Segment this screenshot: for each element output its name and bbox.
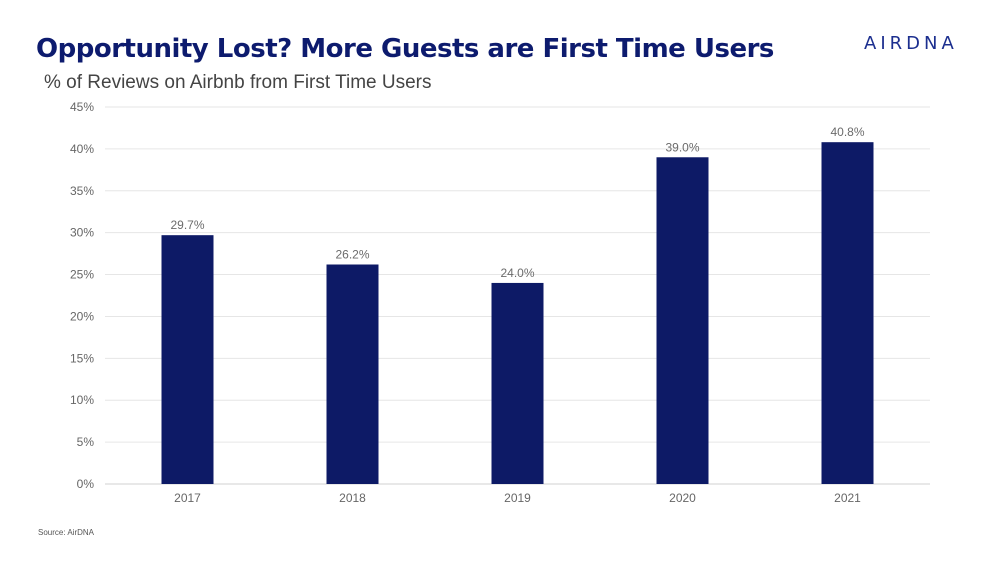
y-tick-label: 40% — [70, 142, 94, 156]
x-tick-label: 2021 — [834, 491, 861, 505]
y-tick-label: 10% — [70, 393, 94, 407]
bars — [161, 142, 874, 485]
y-tick-label: 20% — [70, 309, 94, 323]
y-tick-label: 0% — [77, 477, 95, 491]
data-label: 29.7% — [170, 218, 204, 232]
x-tick-label: 2018 — [339, 491, 366, 505]
data-label: 39.0% — [665, 140, 699, 154]
bar-2020 — [656, 157, 709, 484]
data-label: 40.8% — [830, 125, 864, 139]
source-note: Source: AirDNA — [38, 528, 95, 537]
x-tick-label: 2019 — [504, 491, 531, 505]
chart-subtitle: % of Reviews on Airbnb from First Time U… — [44, 72, 432, 93]
bar-2019 — [491, 282, 544, 484]
brand-logo: AIRDNA — [864, 33, 958, 54]
x-tick-label: 2017 — [174, 491, 201, 505]
y-tick-label: 15% — [70, 351, 94, 365]
data-labels: 29.7% 26.2% 24.0% 39.0% 40.8% — [170, 125, 864, 280]
x-tick-label: 2020 — [669, 491, 696, 505]
y-tick-label: 35% — [70, 184, 94, 198]
bar-2018 — [326, 264, 379, 484]
y-tick-label: 5% — [77, 435, 95, 449]
bar-2021 — [821, 142, 874, 485]
y-axis: 0% 5% 10% 15% 20% 25% 30% 35% 40% 45% — [70, 100, 94, 491]
y-tick-label: 30% — [70, 226, 94, 240]
y-tick-label: 45% — [70, 100, 94, 114]
bar-2017 — [161, 235, 214, 484]
data-label: 26.2% — [335, 248, 369, 262]
y-tick-label: 25% — [70, 268, 94, 282]
data-label: 24.0% — [500, 266, 534, 280]
page-title: Opportunity Lost? More Guests are First … — [36, 34, 774, 64]
x-axis: 2017 2018 2019 2020 2021 — [174, 491, 861, 505]
